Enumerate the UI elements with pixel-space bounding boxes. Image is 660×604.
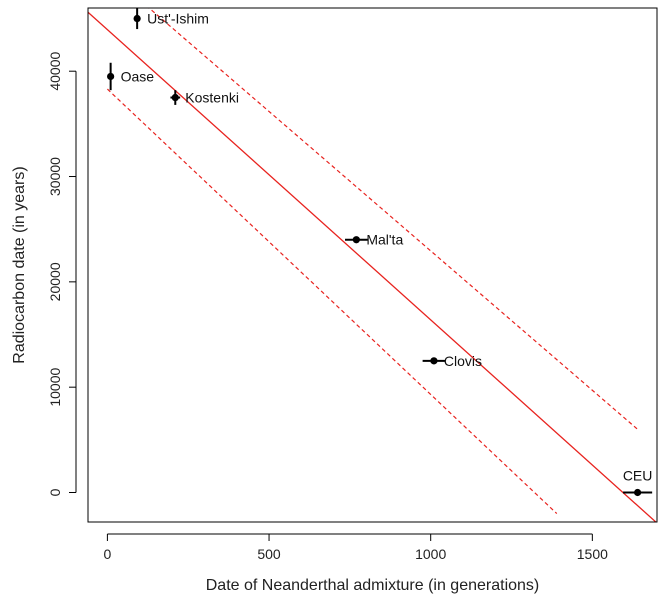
y-tick-label: 0: [47, 488, 63, 496]
fit-lines-layer: [88, 8, 657, 522]
confidence-band-lower: [106, 88, 558, 515]
data-point-kostenki: Kostenki: [170, 90, 239, 106]
point-label: Clovis: [444, 353, 482, 369]
point-marker: [171, 93, 179, 102]
x-tick-label: 500: [257, 546, 281, 562]
y-tick-label: 40000: [47, 52, 63, 91]
data-point-ustishim: Ust'-Ishim: [133, 8, 209, 30]
x-tick-label: 1000: [415, 546, 446, 562]
data-point-ceu: CEU: [623, 468, 653, 497]
point-label: Ust'-Ishim: [147, 11, 209, 27]
confidence-band-upper: [148, 8, 638, 430]
point-marker: [634, 488, 642, 497]
point-label: Oase: [121, 68, 155, 84]
point-marker: [352, 236, 360, 244]
point-marker: [133, 14, 141, 23]
point-label: Kostenki: [185, 90, 239, 106]
plot-frame: [87, 7, 658, 523]
point-marker: [430, 357, 438, 365]
x-tick-label: 0: [103, 546, 111, 562]
data-point-oase: Oase: [107, 62, 155, 91]
point-label: Mal'ta: [366, 232, 403, 248]
x-tick-label: 1500: [577, 546, 608, 562]
y-tick-label: 30000: [47, 157, 63, 196]
points-layer: Ust'-Ishim Oase Kostenki Mal'ta Clovis CEU: [107, 8, 653, 497]
y-tick-label: 10000: [47, 368, 63, 407]
fit-line: [88, 11, 657, 522]
data-point-malta: Mal'ta: [345, 232, 403, 248]
axes-layer: 0 500 1000 1500 0 10000 20000 30000 40000: [47, 52, 608, 562]
y-axis-label: Radiocarbon date (in years): [11, 166, 28, 363]
point-label: CEU: [623, 468, 653, 484]
y-tick-label: 20000: [47, 262, 63, 301]
point-marker: [107, 72, 115, 81]
x-axis-label: Date of Neanderthal admixture (in genera…: [206, 577, 540, 594]
data-point-clovis: Clovis: [422, 353, 482, 369]
